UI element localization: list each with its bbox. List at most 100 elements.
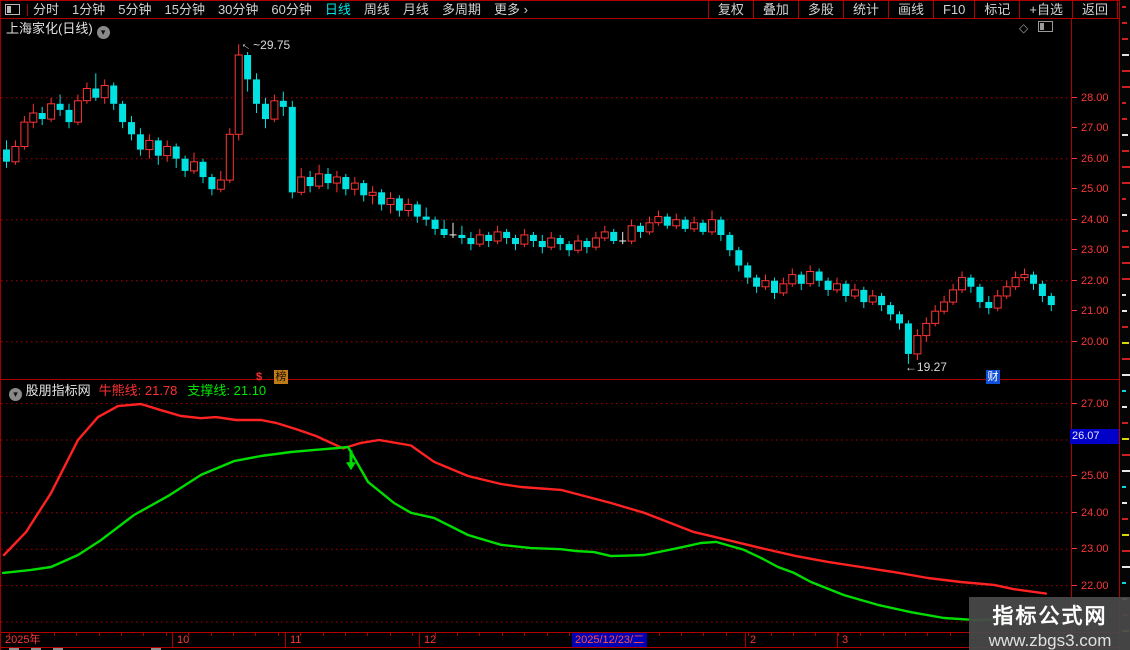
toolbar-button-9[interactable]: 返回 <box>1071 1 1118 18</box>
watermark-title: 指标公式网 <box>992 605 1108 628</box>
date-axis-label: 3 <box>842 634 849 646</box>
clipped-panel-fragment <box>1122 118 1127 120</box>
period-tab-6[interactable]: 60分钟 <box>271 2 312 17</box>
toolbar-button-2[interactable]: 叠加 <box>752 1 798 18</box>
ranking-badge[interactable]: 榜 <box>274 370 288 384</box>
price-axis-label: 27.00 <box>1071 121 1119 135</box>
period-tabs: 分时 1分钟 5分钟 15分钟 30分钟 60分钟 日线 周线 月线 多周期 更多 › <box>33 1 541 18</box>
clipped-panel-fragment <box>1122 582 1126 584</box>
date-tick <box>255 633 256 636</box>
date-tick <box>31 633 32 636</box>
price-axis-label: 28.00 <box>1071 91 1119 105</box>
finance-report-badge[interactable]: 财 <box>986 370 1000 384</box>
clipped-panel-fragment <box>1122 198 1126 200</box>
date-axis[interactable]: 2025/12/23/二 2025年 10 11 12 2 3 <box>1 632 1119 648</box>
period-tab-10[interactable]: 多周期 <box>441 2 481 17</box>
toolbar-button-8[interactable]: +自选 <box>1019 1 1072 18</box>
date-tick <box>367 633 368 636</box>
clipped-panel-fragment <box>1122 86 1130 88</box>
date-tick <box>143 633 144 636</box>
date-tick <box>300 633 301 636</box>
date-tick <box>76 633 77 636</box>
period-tab-11[interactable]: 更多 › <box>493 2 528 17</box>
date-tick <box>771 633 772 636</box>
toolbar-button-3[interactable]: 多股 <box>797 1 843 18</box>
diamond-icon[interactable]: ◇ <box>1019 21 1029 35</box>
period-tab-8[interactable]: 周线 <box>363 2 390 17</box>
money-flow-badge[interactable]: $ <box>255 371 263 383</box>
date-tick <box>659 633 660 636</box>
right-edge-strip <box>1119 0 1130 650</box>
date-tick <box>211 633 212 636</box>
watermark: 指标公式网 www.zbgs3.com <box>969 597 1130 650</box>
bottom-clipped-row <box>1 648 1130 650</box>
clipped-panel-fragment <box>1122 310 1127 312</box>
period-tab-2[interactable]: 1分钟 <box>72 2 106 17</box>
period-tab-3[interactable]: 5分钟 <box>118 2 152 17</box>
clipped-panel-fragment <box>1122 38 1128 40</box>
clipped-panel-fragment <box>1122 214 1127 216</box>
clipped-panel-fragment <box>1122 230 1128 232</box>
top-toolbar: 分时 1分钟 5分钟 15分钟 30分钟 60分钟 日线 周线 月线 多周期 更多 › 复权 叠加 多股… <box>1 0 1130 19</box>
period-tab-7[interactable]: 日线 <box>324 2 351 17</box>
period-tab-5[interactable]: 30分钟 <box>217 2 259 17</box>
period-tab-9[interactable]: 月线 <box>402 2 429 17</box>
toolbar-button-5[interactable]: 画线 <box>887 1 933 18</box>
clipped-panel-fragment <box>1122 150 1129 152</box>
clipped-panel-fragment <box>1122 406 1127 408</box>
indicator-source-label[interactable]: 股朋指标网 <box>25 383 91 398</box>
month-separator <box>172 633 173 647</box>
indicator-chart[interactable] <box>1 380 1071 632</box>
date-tick <box>345 633 346 636</box>
clipped-panel-fragment <box>1122 470 1130 472</box>
date-tick <box>121 633 122 636</box>
indicator-axis-label: 22.00 <box>1071 579 1119 593</box>
clipped-panel-fragment <box>1122 454 1130 456</box>
crosshair-date-box: 2025/12/23/二 <box>572 633 648 647</box>
date-tick <box>905 633 906 636</box>
toolbar-button-6[interactable]: F10 <box>932 1 974 18</box>
clipped-panel-fragment <box>1122 294 1126 296</box>
indicator-axis-label: 23.00 <box>1071 542 1119 556</box>
clipped-panel-fragment <box>1122 486 1126 488</box>
candlestick-svg <box>1 44 1071 364</box>
date-tick <box>412 633 413 636</box>
split-panel-icon[interactable] <box>1038 21 1054 32</box>
period-tab-4[interactable]: 15分钟 <box>164 2 205 17</box>
panel-toggle-icon[interactable] <box>5 4 28 16</box>
period-tab-1[interactable]: 分时 <box>33 2 60 17</box>
clipped-panel-fragment <box>1122 54 1129 56</box>
toolbar-button-4[interactable]: 统计 <box>842 1 888 18</box>
clipped-panel-fragment <box>1122 374 1130 376</box>
month-separator <box>285 633 286 647</box>
clipped-panel-fragment <box>1122 70 1130 72</box>
clipped-panel-fragment <box>1122 422 1128 424</box>
candlestick-chart[interactable]: ←~29.75 ←19.27 $ 榜 财 <box>1 19 1071 384</box>
chart-title: 上海家化(日线) <box>6 21 93 36</box>
indicator-header: ▾ 股朋指标网 牛熊线: 21.78 支撑线: 21.10 <box>5 383 276 401</box>
main-price-axis: 28.00 27.00 26.00 25.00 24.00 23.00 22.00 21.00… <box>1071 19 1119 379</box>
toolbar-button-1[interactable]: 复权 <box>707 1 753 18</box>
date-axis-label: 2 <box>750 634 757 646</box>
indicator-line-label-1: 牛熊线: 21.78 <box>98 383 178 398</box>
clipped-panel-fragment <box>1122 390 1126 392</box>
date-tick <box>681 633 682 636</box>
axis-divider-line <box>1071 19 1072 648</box>
chevron-down-icon[interactable]: ▾ <box>96 26 110 39</box>
date-tick <box>54 633 55 636</box>
clipped-text-fragment <box>53 648 63 650</box>
date-tick <box>569 633 570 636</box>
price-axis-label: 24.00 <box>1071 213 1119 227</box>
date-tick <box>502 633 503 636</box>
low-price-annotation: ←19.27 <box>904 359 947 374</box>
price-axis-label: 22.00 <box>1071 274 1119 288</box>
crosshair-value-box: 26.07 <box>1070 429 1119 445</box>
price-axis-label: 20.00 <box>1071 335 1119 349</box>
date-tick <box>883 633 884 636</box>
month-separator <box>837 633 838 647</box>
clipped-text-fragment <box>31 648 41 650</box>
indicator-chevron-icon[interactable]: ▾ <box>9 388 22 401</box>
toolbar-button-7[interactable]: 标记 <box>974 1 1019 18</box>
